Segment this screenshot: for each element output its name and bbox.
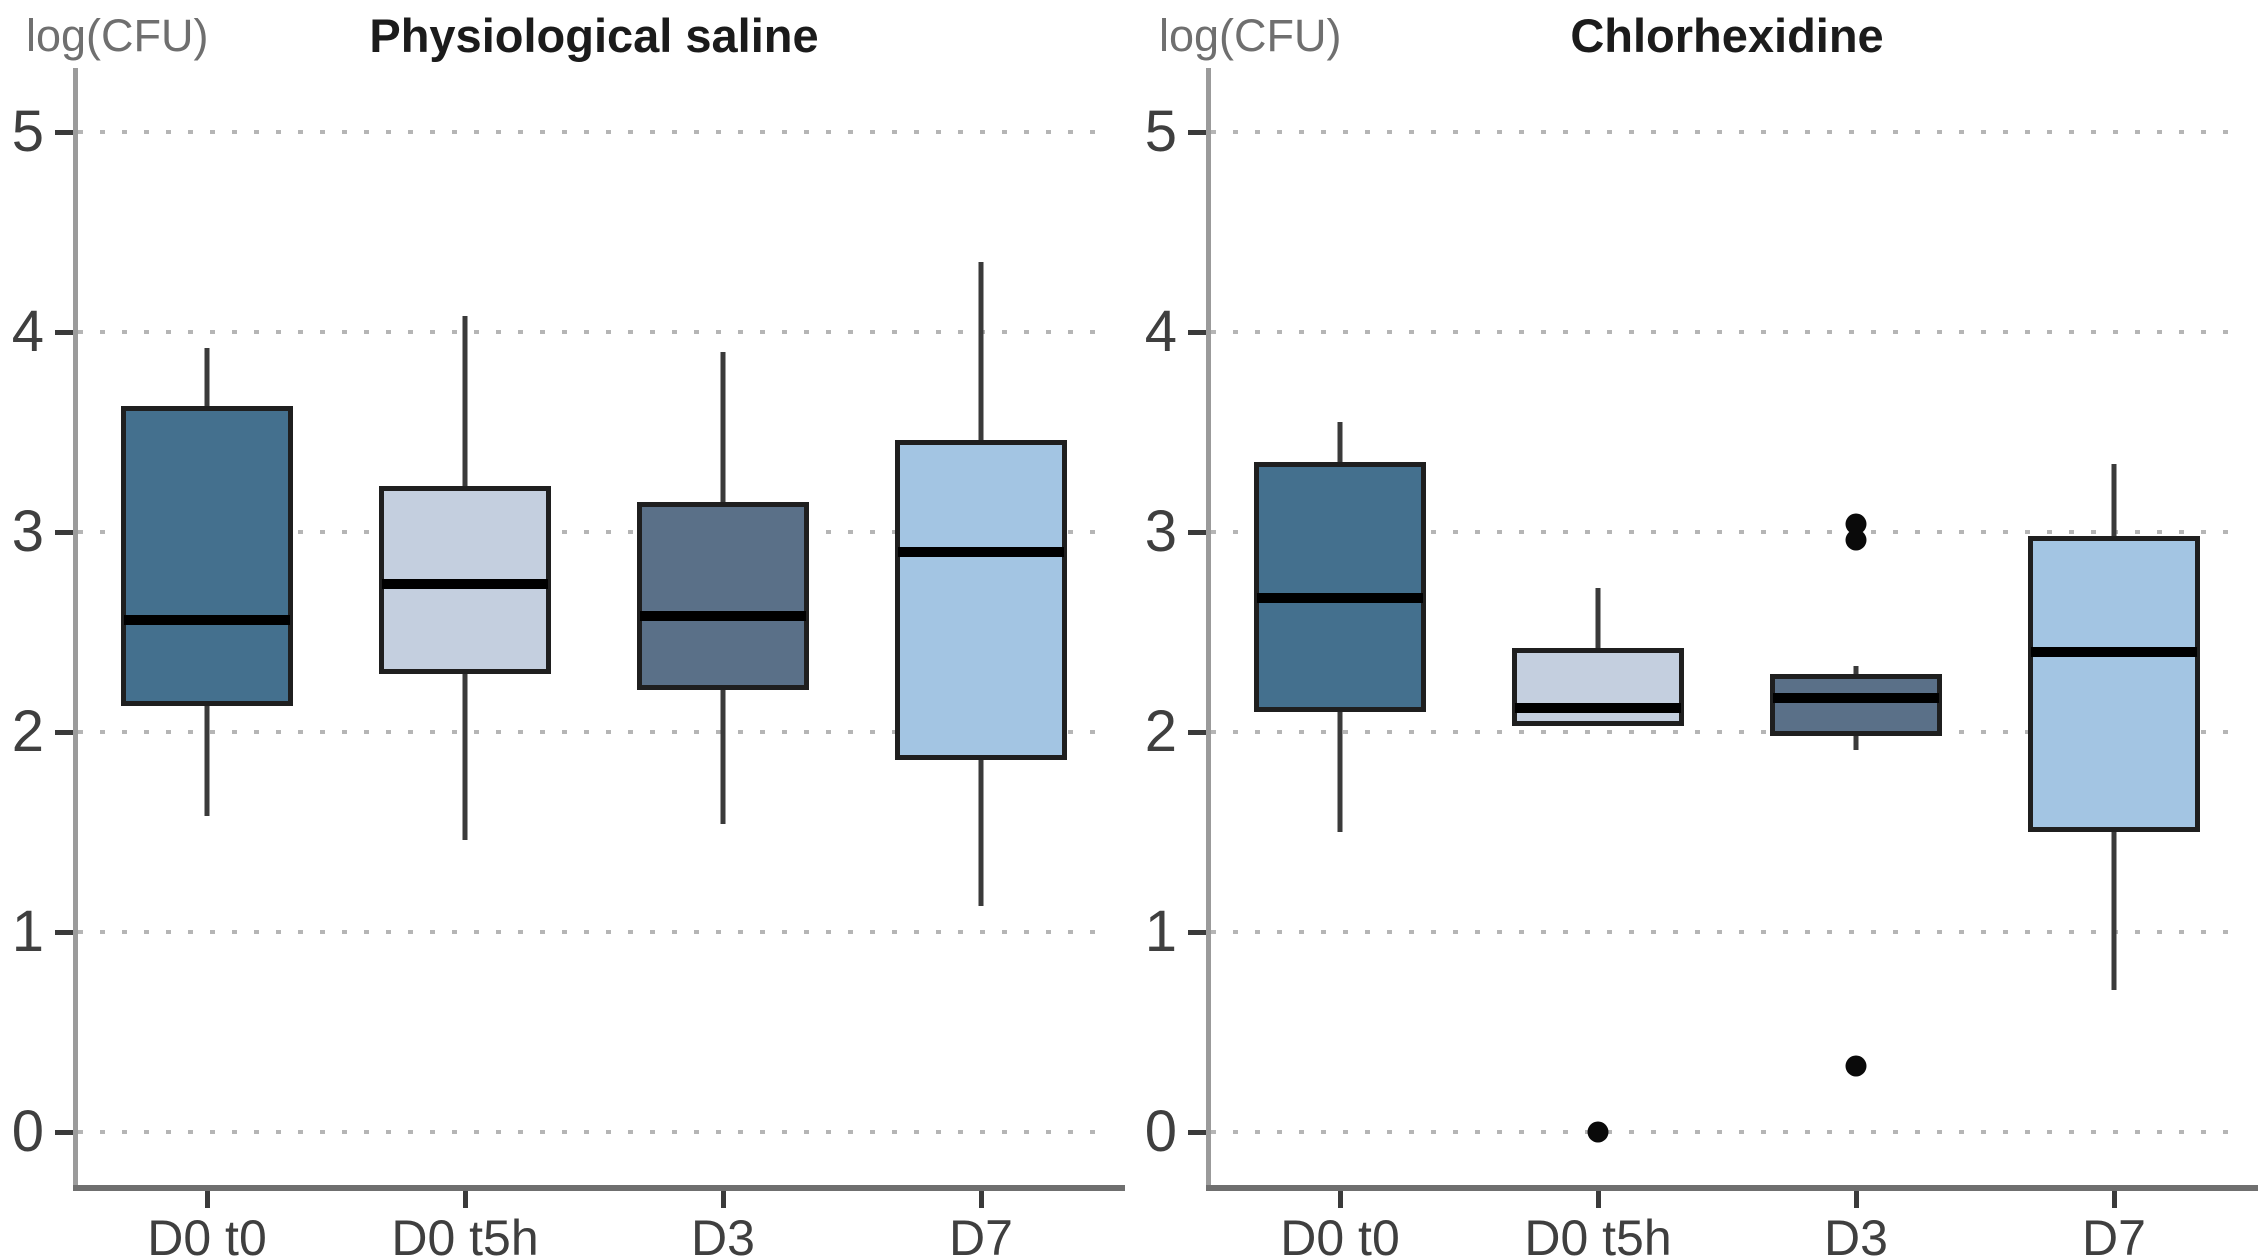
x-tick-D3 — [1854, 1191, 1859, 1208]
y-tick-0 — [1188, 1130, 1206, 1135]
y-tick-3 — [55, 530, 73, 535]
median-D3 — [1773, 693, 1939, 703]
y-tick-label-2: 2 — [11, 699, 44, 764]
x-tick-D0t5h — [1596, 1191, 1601, 1208]
y-axis-unit-label: log(CFU) — [26, 10, 209, 61]
gridline-y4 — [78, 330, 1110, 334]
x-tick-D0t0 — [205, 1191, 210, 1208]
panel-title: Chlorhexidine — [1570, 9, 1884, 62]
median-D7 — [898, 547, 1064, 557]
median-D0t0 — [1257, 593, 1423, 603]
gridline-y0 — [1211, 1130, 2243, 1134]
gridline-y2 — [78, 730, 1110, 734]
box-D0t0 — [121, 406, 293, 706]
x-tick-D7 — [2112, 1191, 2117, 1208]
y-tick-2 — [1188, 730, 1206, 735]
median-D7 — [2031, 647, 2197, 657]
y-tick-label-5: 5 — [11, 99, 44, 164]
y-tick-label-4: 4 — [11, 299, 44, 364]
outlier-dot-D3-0 — [1845, 513, 1867, 535]
x-tick-D0t5h — [463, 1191, 468, 1208]
y-tick-label-3: 3 — [1144, 499, 1177, 564]
x-tick-label-D7: D7 — [2082, 1210, 2146, 1258]
panel-title: Physiological saline — [369, 9, 819, 62]
x-tick-D7 — [979, 1191, 984, 1208]
outlier-dot-D3-1 — [1845, 529, 1867, 551]
box-D3 — [637, 502, 809, 690]
y-tick-3 — [1188, 530, 1206, 535]
y-tick-label-2: 2 — [1144, 699, 1177, 764]
x-tick-label-D3: D3 — [691, 1210, 755, 1258]
gridline-y1 — [78, 930, 1110, 934]
x-axis-line — [1206, 1185, 2258, 1191]
y-tick-label-1: 1 — [11, 899, 44, 964]
gridline-y3 — [1211, 530, 2243, 534]
x-tick-label-D7: D7 — [949, 1210, 1013, 1258]
gridline-y5 — [1211, 130, 2243, 134]
y-tick-label-1: 1 — [1144, 899, 1177, 964]
gridline-y3 — [78, 530, 1110, 534]
y-tick-4 — [55, 330, 73, 335]
y-tick-5 — [55, 130, 73, 135]
y-axis-line — [1206, 68, 1211, 1185]
panel-chlorhexidine: log(CFU) Chlorhexidine 0 1 2 3 4 5 D0 t0 D0 t5h… — [1133, 0, 2265, 1258]
y-tick-0 — [55, 1130, 73, 1135]
box-D7 — [2028, 536, 2200, 832]
y-tick-4 — [1188, 330, 1206, 335]
outlier-dot-D0t5h-0 — [1587, 1121, 1609, 1143]
x-tick-label-D0t5h: D0 t5h — [391, 1210, 539, 1258]
gridline-y1 — [1211, 930, 2243, 934]
x-tick-label-D0t0: D0 t0 — [1280, 1210, 1400, 1258]
x-tick-D3 — [721, 1191, 726, 1208]
gridline-y2 — [1211, 730, 2243, 734]
y-tick-5 — [1188, 130, 1206, 135]
y-tick-label-0: 0 — [11, 1099, 44, 1164]
x-tick-label-D0t0: D0 t0 — [147, 1210, 267, 1258]
box-D7 — [895, 440, 1067, 760]
y-tick-1 — [1188, 930, 1206, 935]
y-tick-label-5: 5 — [1144, 99, 1177, 164]
x-tick-label-D3: D3 — [1824, 1210, 1888, 1258]
median-D0t5h — [382, 579, 548, 589]
box-D0t5h — [1512, 648, 1684, 726]
median-D0t5h — [1515, 703, 1681, 713]
y-axis-line — [73, 68, 78, 1185]
y-tick-label-0: 0 — [1144, 1099, 1177, 1164]
box-D3 — [1770, 674, 1942, 736]
x-tick-D0t0 — [1338, 1191, 1343, 1208]
y-tick-1 — [55, 930, 73, 935]
box-D0t0 — [1254, 462, 1426, 712]
panel-physiological-saline: log(CFU) Physiological saline 0 1 2 3 4 5 D0 t… — [0, 0, 1132, 1258]
y-tick-label-4: 4 — [1144, 299, 1177, 364]
gridline-y5 — [78, 130, 1110, 134]
outlier-dot-D3-2 — [1845, 1055, 1867, 1077]
y-tick-2 — [55, 730, 73, 735]
y-tick-label-3: 3 — [11, 499, 44, 564]
x-axis-line — [73, 1185, 1125, 1191]
gridline-y0 — [78, 1130, 1110, 1134]
gridline-y4 — [1211, 330, 2243, 334]
x-tick-label-D0t5h: D0 t5h — [1524, 1210, 1672, 1258]
median-D3 — [640, 611, 806, 621]
y-axis-unit-label: log(CFU) — [1159, 10, 1342, 61]
median-D0t0 — [124, 615, 290, 625]
